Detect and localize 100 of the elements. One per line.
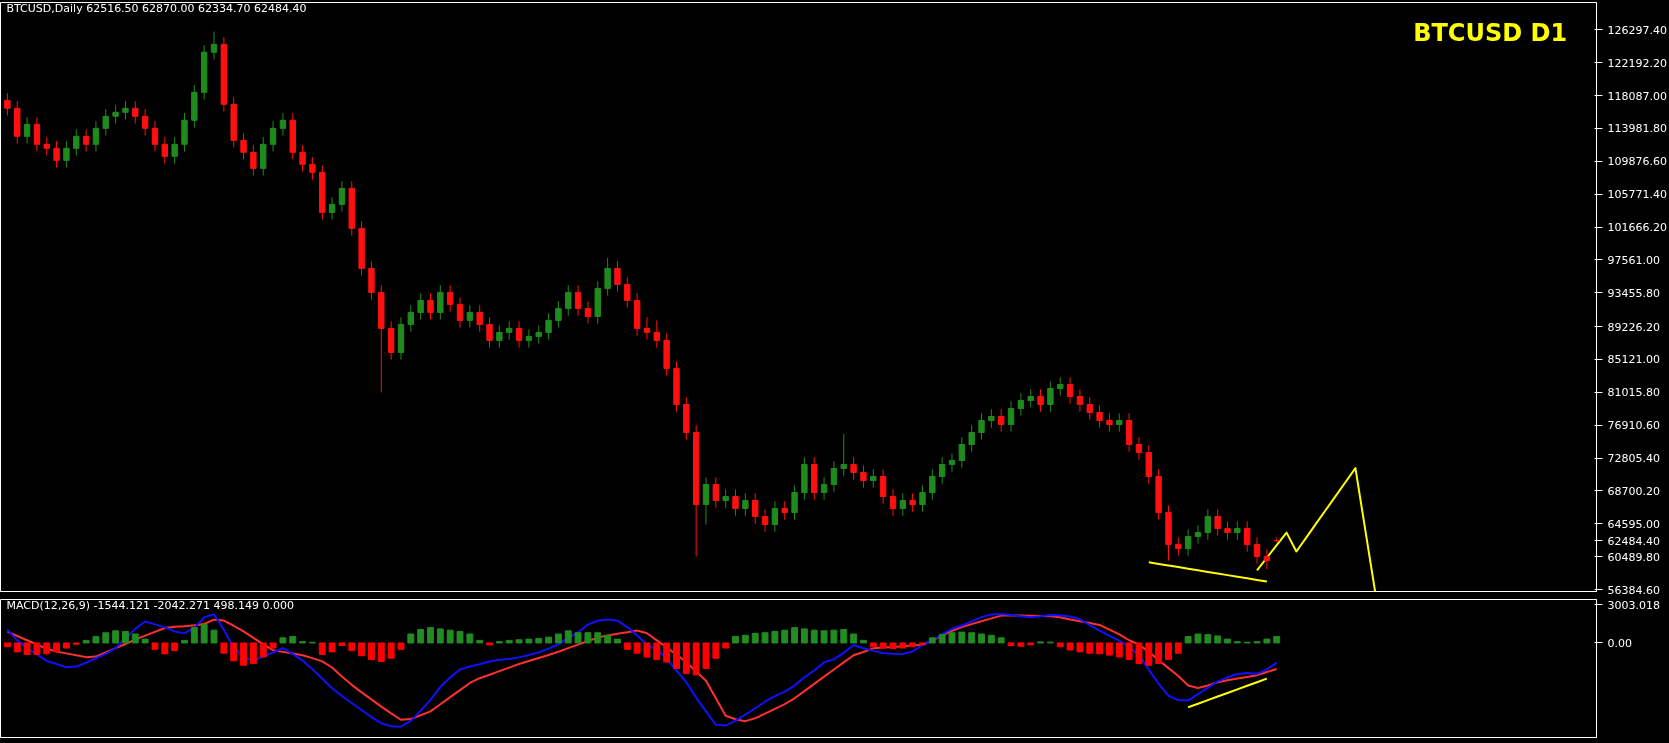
candlestick	[889, 488, 897, 517]
bar	[938, 634, 946, 644]
y-tick-label: 76910.60	[1607, 419, 1660, 433]
bar	[417, 629, 425, 644]
bar	[604, 634, 612, 644]
y-tick-label: 89226.20	[1607, 320, 1660, 334]
bar	[879, 642, 887, 649]
candlestick	[92, 120, 100, 153]
candlestick	[112, 104, 119, 125]
candlestick	[1027, 388, 1034, 409]
bar	[112, 630, 120, 644]
bar	[259, 642, 267, 658]
y-tick-label: 118087.00	[1607, 89, 1667, 103]
candlestick	[141, 108, 149, 137]
candlestick	[919, 484, 926, 513]
candlestick	[1214, 508, 1221, 537]
candlestick	[122, 100, 129, 121]
candlestick	[1253, 536, 1261, 565]
line-series	[1256, 467, 1377, 592]
bar	[43, 642, 51, 655]
candlestick	[1086, 396, 1093, 421]
bar	[987, 634, 995, 644]
bar	[358, 642, 366, 657]
bar	[456, 630, 464, 644]
y-tick-label: 60489.80	[1607, 550, 1660, 564]
line-series	[1187, 677, 1268, 709]
bar	[476, 639, 484, 644]
candlestick	[437, 284, 444, 321]
y-tick-label: 64595.00	[1607, 517, 1660, 531]
bar	[820, 630, 828, 644]
bar	[161, 642, 169, 655]
candlestick	[555, 300, 562, 329]
candlestick	[722, 488, 729, 509]
bar	[318, 642, 326, 655]
candlestick	[269, 120, 277, 153]
candlestick	[417, 292, 424, 321]
bar	[741, 634, 749, 644]
bar	[1096, 642, 1104, 655]
candlestick	[279, 112, 287, 137]
bar	[574, 632, 582, 644]
candlestick	[1076, 388, 1084, 413]
bar	[13, 642, 21, 653]
candlestick	[63, 140, 70, 169]
bar	[515, 639, 523, 644]
candlestick	[210, 30, 218, 60]
bar	[1184, 636, 1192, 644]
candlestick	[850, 456, 857, 481]
bar	[997, 637, 1005, 644]
bar	[289, 636, 297, 644]
bar	[1105, 642, 1113, 656]
bar	[397, 642, 405, 650]
bar	[1086, 642, 1094, 654]
candlestick	[525, 328, 533, 349]
candlestick	[781, 500, 788, 521]
candlestick	[1017, 392, 1025, 417]
bar	[545, 636, 553, 644]
candlestick	[250, 144, 257, 177]
bar	[948, 632, 956, 644]
candlestick	[1057, 376, 1064, 397]
candlestick	[574, 284, 582, 317]
bar	[190, 627, 198, 644]
bar	[377, 642, 385, 662]
y-tick-label: 126297.40	[1607, 23, 1667, 37]
candlestick	[446, 284, 454, 313]
bar	[564, 630, 572, 644]
bar	[525, 638, 533, 644]
bar	[279, 637, 287, 644]
bar	[702, 642, 710, 669]
candlestick	[929, 468, 936, 501]
bar	[1007, 642, 1015, 646]
bar	[810, 629, 818, 644]
bar	[751, 632, 759, 644]
candlestick	[614, 260, 621, 293]
y-tick-label: 113981.80	[1607, 122, 1667, 136]
bar	[1017, 642, 1025, 647]
bar	[771, 630, 779, 644]
bar	[200, 623, 208, 644]
bar	[1135, 642, 1143, 664]
candlestick	[1234, 520, 1241, 541]
candlestick	[1096, 404, 1103, 429]
chart-title: MACD(12,26,9) -1544.121 -2042.271 498.149 0.000	[6, 598, 294, 612]
candlestick	[988, 408, 995, 429]
bar	[781, 629, 789, 644]
y-tick-label: 85121.00	[1607, 353, 1660, 367]
bar	[122, 630, 129, 644]
candlestick	[643, 316, 651, 341]
candlestick	[535, 324, 542, 345]
bar	[859, 639, 867, 644]
bar	[131, 633, 139, 644]
bar	[210, 629, 218, 644]
y-tick-label: 0.00	[1607, 636, 1632, 650]
bar	[594, 632, 602, 644]
bar	[928, 637, 936, 644]
bar	[427, 627, 434, 644]
candlestick	[958, 436, 966, 469]
candlestick	[309, 156, 316, 181]
bar	[663, 642, 671, 663]
bar	[436, 628, 444, 644]
bar	[692, 642, 700, 676]
y-tick-label: 105771.40	[1607, 188, 1667, 202]
